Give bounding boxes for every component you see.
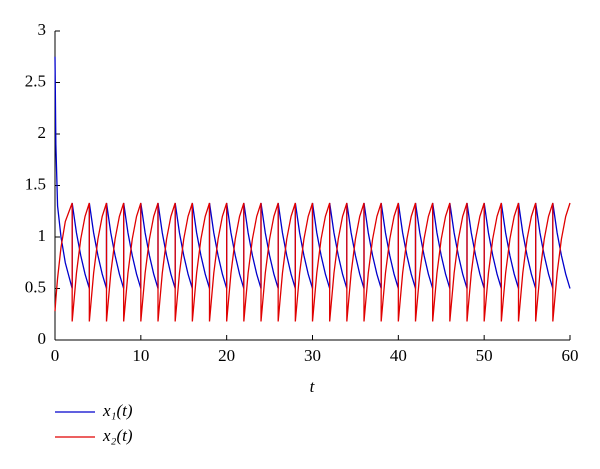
series-line xyxy=(54,202,571,322)
legend-label: x₂(t) xyxy=(102,426,133,445)
y-tick-label: 2.5 xyxy=(25,71,46,90)
x-tick-label: 50 xyxy=(476,346,493,365)
y-tick-label: 1.5 xyxy=(25,174,46,193)
y-tick-label: 1 xyxy=(38,226,47,245)
x-tick-label: 20 xyxy=(218,346,235,365)
y-tick-label: 0.5 xyxy=(25,277,46,296)
x-tick-label: 40 xyxy=(390,346,407,365)
legend-label: x₁(t) xyxy=(102,401,133,420)
x-tick-label: 10 xyxy=(132,346,149,365)
y-tick-label: 2 xyxy=(38,123,47,142)
x-tick-label: 30 xyxy=(304,346,321,365)
x-axis-label: t xyxy=(310,377,316,396)
y-tick-label: 0 xyxy=(38,329,47,348)
y-tick-label: 3 xyxy=(38,20,47,39)
x-tick-label: 60 xyxy=(562,346,579,365)
x-tick-label: 0 xyxy=(51,346,60,365)
